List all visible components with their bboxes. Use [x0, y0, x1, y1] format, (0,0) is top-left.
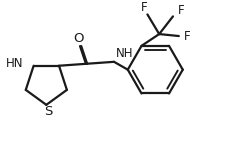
- Text: S: S: [44, 105, 52, 118]
- Text: F: F: [178, 4, 184, 17]
- Text: F: F: [141, 1, 148, 14]
- Text: NH: NH: [116, 47, 134, 60]
- Text: HN: HN: [6, 57, 24, 70]
- Text: F: F: [183, 30, 190, 43]
- Text: O: O: [73, 32, 84, 45]
